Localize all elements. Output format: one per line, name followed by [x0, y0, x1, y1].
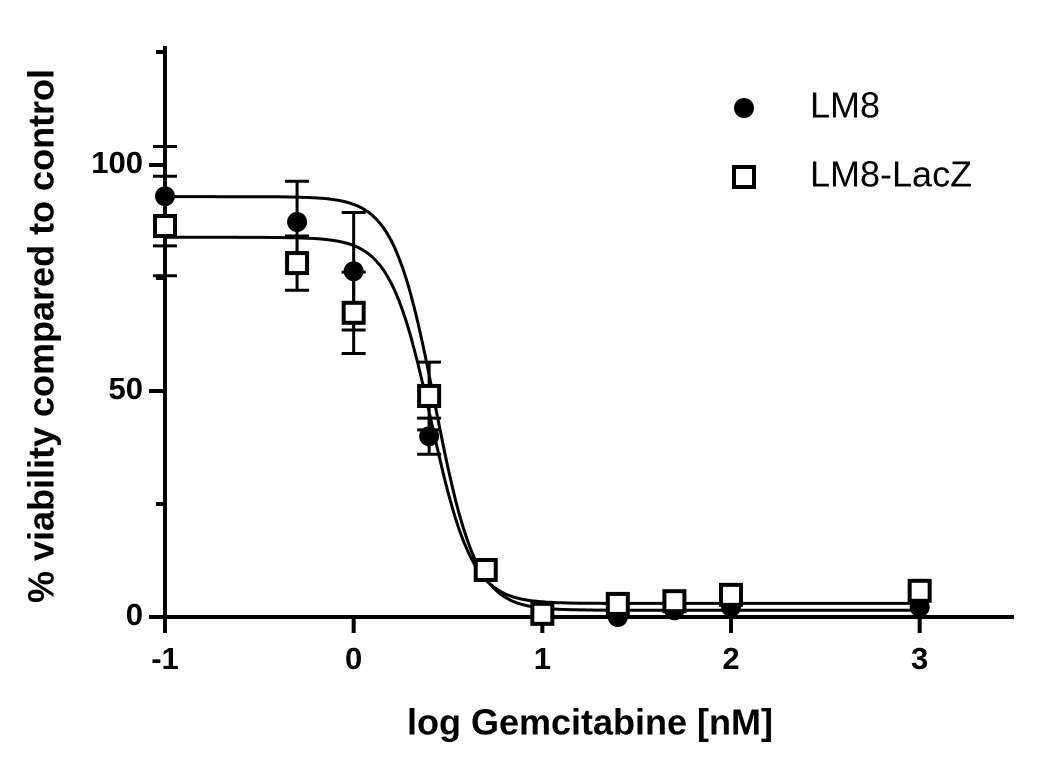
y-tick-label: 50: [109, 371, 143, 406]
x-tick-label: 1: [534, 641, 551, 676]
fit-curve: [165, 235, 920, 605]
legend-text: LM8: [810, 85, 880, 126]
x-tick-label: 0: [345, 641, 362, 676]
point: [473, 557, 498, 582]
fit-curve: [165, 195, 920, 612]
point: [417, 383, 442, 408]
point: [605, 591, 630, 616]
point: [662, 589, 687, 614]
point: [287, 211, 308, 232]
point: [153, 214, 177, 239]
point: [907, 578, 932, 603]
point: [341, 300, 366, 325]
x-tick-label: 2: [722, 641, 739, 676]
x-tick-label: -1: [151, 641, 179, 676]
legend-text: LM8-LacZ: [810, 154, 972, 195]
legend-marker: [732, 165, 756, 189]
point: [285, 251, 310, 276]
y-tick-label: 100: [91, 145, 143, 180]
point: [530, 601, 555, 626]
x-tick-label: 3: [911, 641, 928, 676]
x-axis-label: log Gemcitabine [nM]: [407, 702, 773, 743]
point: [719, 582, 743, 607]
legend-marker: [734, 98, 754, 118]
y-axis-label: % viability compared to control: [21, 69, 62, 603]
y-tick-label: 0: [126, 597, 143, 632]
